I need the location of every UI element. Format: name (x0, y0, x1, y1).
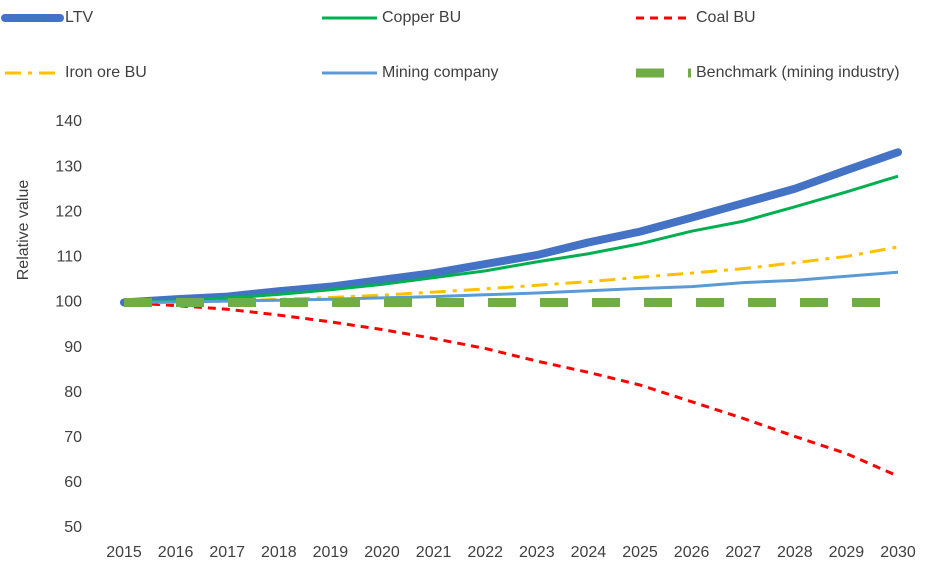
y-tick-label: 100 (55, 294, 82, 311)
y-tick-label: 120 (55, 203, 82, 220)
series-line (123, 300, 899, 478)
y-tick-label: 110 (56, 249, 82, 266)
x-tick-label: 2021 (416, 544, 452, 561)
y-tick-label: 140 (55, 113, 82, 130)
legend-label: LTV (65, 9, 93, 26)
x-tick-label: 2026 (674, 544, 710, 561)
x-tick-label: 2016 (158, 544, 194, 561)
legend-label: Iron ore BU (65, 64, 147, 81)
x-tick-label: 2015 (106, 544, 142, 561)
x-tick-label: 2019 (313, 544, 349, 561)
y-tick-label: 130 (55, 158, 82, 175)
x-tick-label: 2022 (467, 544, 503, 561)
series-line (120, 148, 902, 307)
legend-label: Mining company (382, 64, 499, 81)
x-tick-label: 2028 (777, 544, 813, 561)
y-tick-label: 50 (64, 519, 82, 536)
y-axis-label: Relative value (15, 180, 32, 281)
x-tick-label: 2024 (571, 544, 607, 561)
y-tick-label: 70 (64, 429, 82, 446)
y-tick-label: 80 (64, 384, 82, 401)
x-tick-label: 2018 (261, 544, 297, 561)
x-tick-label: 2025 (622, 544, 658, 561)
series-line (124, 245, 899, 304)
series-line (123, 174, 899, 304)
x-tick-label: 2027 (725, 544, 761, 561)
x-tick-label: 2020 (364, 544, 400, 561)
y-tick-label: 60 (64, 474, 82, 491)
x-tick-label: 2029 (829, 544, 865, 561)
x-tick-label: 2017 (209, 544, 245, 561)
x-tick-label: 2023 (519, 544, 555, 561)
legend-label: Benchmark (mining industry) (696, 64, 900, 81)
legend-label: Coal BU (696, 9, 756, 26)
x-tick-label: 2030 (880, 544, 916, 561)
y-tick-label: 90 (64, 339, 82, 356)
legend-label: Copper BU (382, 9, 461, 26)
